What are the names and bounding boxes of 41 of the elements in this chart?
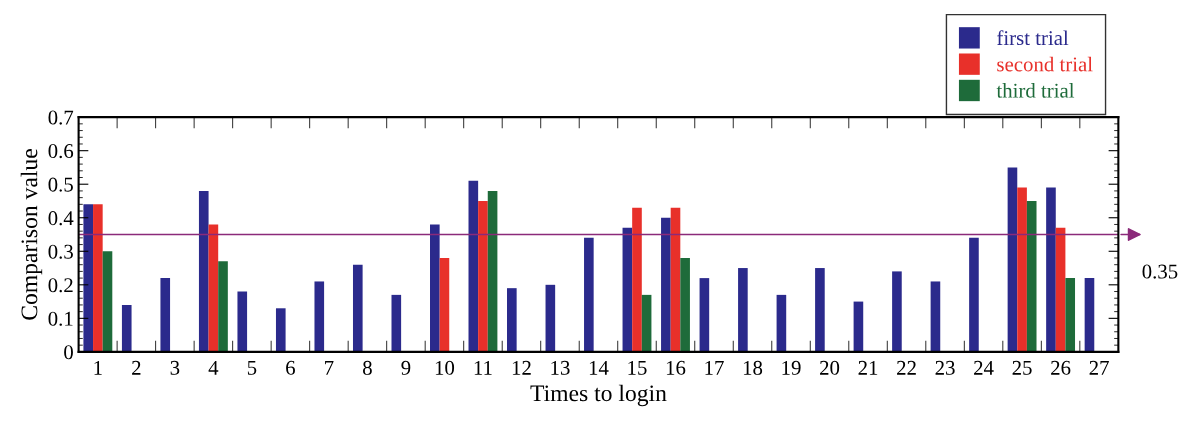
x-tick-label: 16 <box>666 360 686 375</box>
x-tick-label: 5 <box>247 361 257 375</box>
y-tick-label: 0.1 <box>48 311 73 326</box>
x-tick-label: 13 <box>551 360 570 375</box>
x-tick-label: 18 <box>743 360 763 375</box>
y-tick-label: 0.4 <box>48 211 74 226</box>
y-tick-label: 0.3 <box>48 244 73 259</box>
y-tick-label: 0.5 <box>48 177 73 192</box>
legend-label: first trial <box>997 30 1069 46</box>
x-tick-label: 6 <box>286 360 295 375</box>
y-tick-label: 0.7 <box>48 110 74 125</box>
x-tick-label: 12 <box>512 360 531 375</box>
x-tick-label: 24 <box>974 360 994 375</box>
x-axis-title: Times to login <box>530 384 667 407</box>
x-tick-label: 21 <box>858 360 878 375</box>
x-tick-label: 11 <box>474 360 492 375</box>
legend-label: second trial <box>997 56 1093 72</box>
x-tick-label: 3 <box>170 360 180 375</box>
x-tick-label: 27 <box>1089 360 1109 375</box>
x-tick-label: 9 <box>401 360 411 375</box>
x-tick-label: 17 <box>705 360 724 375</box>
x-tick-label: 20 <box>820 360 840 375</box>
y-axis-title: Comparison value <box>20 149 43 320</box>
x-tick-label: 22 <box>897 360 916 375</box>
x-tick-label: 15 <box>628 360 647 375</box>
x-tick-label: 14 <box>589 360 609 375</box>
x-tick-label: 2 <box>132 360 141 375</box>
legend-label: third trial <box>996 83 1075 98</box>
x-tick-label: 4 <box>208 360 219 375</box>
ref-line-label: 0.35 <box>1142 264 1178 279</box>
x-tick-label: 1 <box>94 360 102 375</box>
x-tick-label: 10 <box>435 360 455 375</box>
y-tick-label: 0 <box>64 345 73 360</box>
x-tick-label: 23 <box>935 360 955 375</box>
y-tick-label: 0.6 <box>48 144 74 159</box>
x-tick-label: 8 <box>363 360 372 375</box>
x-tick-label: 26 <box>1051 360 1071 375</box>
x-tick-label: 25 <box>1012 360 1032 375</box>
x-tick-label: 19 <box>782 360 801 375</box>
x-tick-label: 7 <box>325 361 334 375</box>
y-tick-label: 0.2 <box>48 278 73 293</box>
